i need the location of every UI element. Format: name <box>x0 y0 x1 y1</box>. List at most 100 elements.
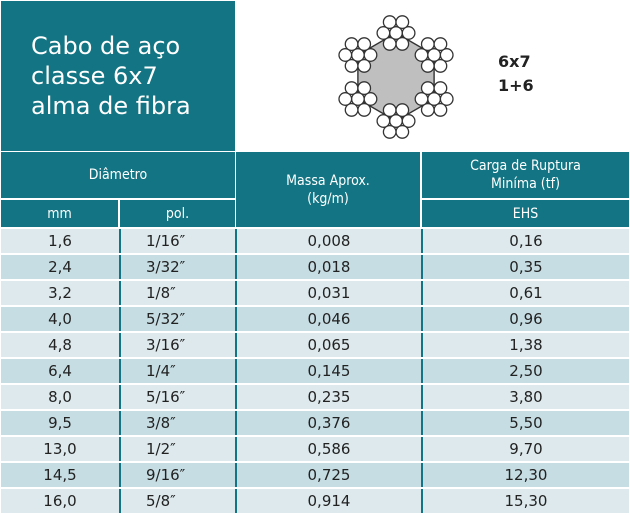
cell-massa: 0,376 <box>236 410 423 437</box>
cell-mm: 14,5 <box>1 462 121 489</box>
cell-massa: 0,018 <box>236 254 423 281</box>
strand-wire <box>382 15 397 30</box>
cell-pol: 3/8″ <box>120 410 237 437</box>
cell-pol: 3/16″ <box>120 332 237 359</box>
strand-wire <box>414 92 429 106</box>
cell-carga: 5,50 <box>422 410 629 437</box>
strand-wire <box>395 103 410 118</box>
strand-wire <box>357 37 372 52</box>
strand-wire <box>395 124 410 139</box>
strand-wire <box>414 48 429 62</box>
strand-wire <box>382 36 397 51</box>
cell-pol: 1/2″ <box>120 436 237 463</box>
table-row: 4,0 5/32″ 0,046 0,96 <box>1 306 629 333</box>
title-panel: Cabo de aço classe 6x7 alma de fibra <box>1 1 235 151</box>
strand-wire <box>433 81 448 96</box>
strand-wire <box>433 102 448 117</box>
cell-mm: 1,6 <box>1 229 121 255</box>
strand-wire <box>344 102 359 117</box>
cell-pol: 3/32″ <box>120 254 237 281</box>
strand-wire <box>357 102 372 117</box>
cell-carga: 2,50 <box>422 358 629 385</box>
header-diametro: Diâmetro <box>1 152 235 198</box>
strand-wire <box>376 26 391 40</box>
table-row: 16,0 5/8″ 0,914 15,30 <box>1 488 629 515</box>
strand-wire <box>338 92 353 106</box>
cell-pol: 1/4″ <box>120 358 237 385</box>
rope-diagram-panel: 6x7 1+6 <box>236 1 629 151</box>
cell-massa: 0,031 <box>236 280 423 307</box>
table-row: 3,2 1/8″ 0,031 0,61 <box>1 280 629 307</box>
strand-wire <box>439 48 454 62</box>
cell-pol: 1/8″ <box>120 280 237 307</box>
cell-pol: 5/8″ <box>120 488 237 515</box>
strand-wire <box>420 81 435 96</box>
table-row: 1,6 1/16″ 0,008 0,16 <box>1 229 629 255</box>
cell-mm: 3,2 <box>1 280 121 307</box>
cell-massa: 0,046 <box>236 306 423 333</box>
table-row: 8,0 5/16″ 0,235 3,80 <box>1 384 629 411</box>
table-row: 6,4 1/4″ 0,145 2,50 <box>1 358 629 385</box>
cell-mm: 4,8 <box>1 332 121 359</box>
cell-carga: 3,80 <box>422 384 629 411</box>
cell-massa: 0,725 <box>236 462 423 489</box>
strand-wire <box>401 114 416 128</box>
cell-mm: 4,0 <box>1 306 121 333</box>
cell-massa: 0,008 <box>236 229 423 255</box>
cell-carga: 9,70 <box>422 436 629 463</box>
strand-wire <box>357 81 372 96</box>
strand-wire <box>363 48 378 62</box>
strand-wire <box>420 58 435 73</box>
cell-carga: 12,30 <box>422 462 629 489</box>
header-ehs: EHS <box>422 200 629 227</box>
strand-label: 1+6 <box>498 76 534 95</box>
strand-wire <box>344 81 359 96</box>
table-row: 14,5 9/16″ 0,725 12,30 <box>1 462 629 489</box>
cell-massa: 0,065 <box>236 332 423 359</box>
product-title: Cabo de aço classe 6x7 alma de fibra <box>31 32 191 120</box>
cell-mm: 13,0 <box>1 436 121 463</box>
header-massa: Massa Aprox. (kg/m) <box>236 152 420 227</box>
cell-carga: 0,16 <box>422 229 629 255</box>
cell-massa: 0,235 <box>236 384 423 411</box>
specification-table: 1,6 1/16″ 0,008 0,16 2,4 3/32″ 0,018 0,35 3,2 1/8… <box>1 229 629 515</box>
strand-wire <box>433 58 448 73</box>
strand-wire <box>338 48 353 62</box>
cell-carga: 15,30 <box>422 488 629 515</box>
strand-wire <box>420 102 435 117</box>
cell-mm: 16,0 <box>1 488 121 515</box>
cell-mm: 2,4 <box>1 254 121 281</box>
strand-wire <box>357 58 372 73</box>
table-row: 9,5 3/8″ 0,376 5,50 <box>1 410 629 437</box>
strand-wire <box>344 58 359 73</box>
table-row: 2,4 3/32″ 0,018 0,35 <box>1 254 629 281</box>
strand-wire <box>420 37 435 52</box>
header-mm: mm <box>1 200 118 227</box>
construction-label: 6x7 <box>498 52 531 71</box>
cell-pol: 5/32″ <box>120 306 237 333</box>
cell-carga: 0,35 <box>422 254 629 281</box>
strand-wire <box>382 124 397 139</box>
strand-wire <box>344 37 359 52</box>
strand-wire <box>376 114 391 128</box>
strand-wire <box>401 26 416 40</box>
cell-carga: 0,96 <box>422 306 629 333</box>
strand-wire <box>439 92 454 106</box>
table-row: 4,8 3/16″ 0,065 1,38 <box>1 332 629 359</box>
cell-mm: 8,0 <box>1 384 121 411</box>
strand-wire <box>363 92 378 106</box>
cell-pol: 5/16″ <box>120 384 237 411</box>
cell-pol: 1/16″ <box>120 229 237 255</box>
cell-mm: 6,4 <box>1 358 121 385</box>
cell-massa: 0,914 <box>236 488 423 515</box>
cell-massa: 0,586 <box>236 436 423 463</box>
strand-wire <box>395 15 410 30</box>
cell-massa: 0,145 <box>236 358 423 385</box>
strand-wire <box>382 103 397 118</box>
header-pol: pol. <box>120 200 235 227</box>
cell-mm: 9,5 <box>1 410 121 437</box>
header-carga: Carga de Ruptura Miníma (tf) <box>422 152 629 198</box>
strand-wire <box>433 37 448 52</box>
cell-carga: 0,61 <box>422 280 629 307</box>
